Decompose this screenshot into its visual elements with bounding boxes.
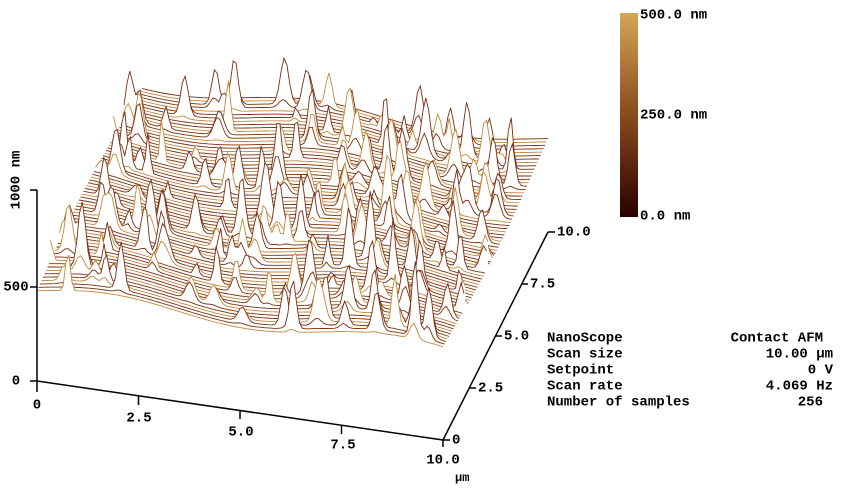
color-bar: [620, 13, 638, 217]
info-key: Scan size: [547, 347, 623, 363]
info-table: NanoScope Contact AFM Scan size 10.00 μm…: [547, 331, 834, 411]
colorbar-label: 250.0 nm: [640, 108, 707, 124]
z-tick-label: 0: [12, 374, 20, 390]
info-key: Setpoint: [547, 363, 614, 379]
x-tick-label: 10.0: [426, 453, 460, 469]
info-value: 4.069 Hz: [766, 379, 833, 395]
x-tick-label: 7.5: [330, 438, 355, 454]
y-tick-label: 7.5: [530, 277, 555, 293]
info-key: NanoScope: [547, 331, 623, 347]
colorbar-label: 0.0 nm: [640, 209, 690, 225]
y-tick-label: 5.0: [504, 329, 529, 345]
info-value: 10.00 μm: [766, 347, 833, 363]
page: {"colorbar":{"top":"500.0 nm","middle":"…: [0, 0, 853, 492]
y-tick-label: 10.0: [557, 225, 591, 241]
info-key: Number of samples: [547, 395, 690, 411]
x-tick-label: 2.5: [126, 411, 151, 427]
afm-figure: 500 0 1000 nm 0 2.5 5.0 7.5 10.0 μm 0 2.…: [0, 0, 853, 487]
z-tick-label: 500: [3, 280, 28, 296]
y-tick-label: 2.5: [478, 381, 503, 397]
y-tick-label: 0: [452, 433, 460, 449]
z-axis-label: 1000 nm: [9, 151, 25, 210]
info-key: Scan rate: [547, 379, 623, 395]
info-value: 0 V: [808, 363, 834, 379]
z-ticks: [30, 190, 37, 381]
info-value: 256: [798, 395, 823, 411]
colorbar-label: 500.0 nm: [640, 8, 707, 24]
x-tick-label: 5.0: [228, 425, 253, 441]
info-value: Contact AFM: [731, 331, 823, 347]
x-axis-unit: μm: [455, 471, 469, 485]
x-tick-label: 0: [33, 398, 41, 414]
